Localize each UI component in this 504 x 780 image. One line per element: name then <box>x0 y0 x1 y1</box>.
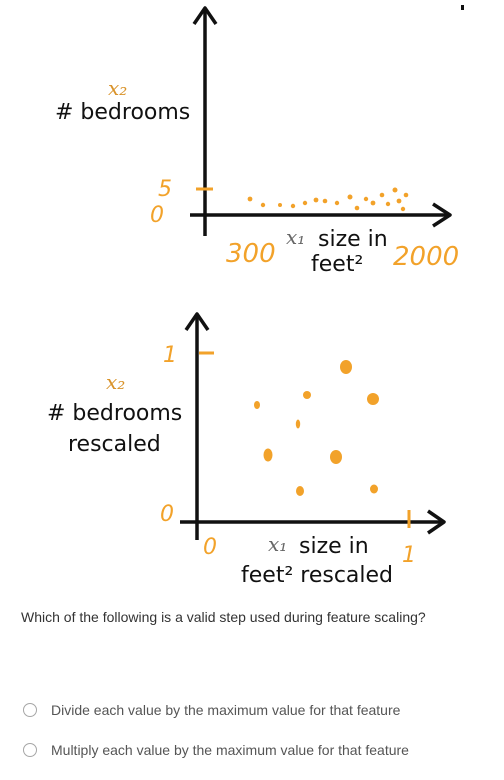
bottom-point <box>303 391 311 399</box>
option-label-multiply: Multiply each value by the maximum value… <box>51 742 409 758</box>
top-point <box>392 187 398 193</box>
top-x-label-line1: size in <box>318 227 388 252</box>
bottom-point <box>370 484 378 494</box>
top-point <box>370 200 376 206</box>
bottom-data-points <box>254 360 379 496</box>
radio-button-divide[interactable] <box>23 703 37 717</box>
bottom-x-tick-label-0: 0 <box>203 535 217 560</box>
question-text: Which of the following is a valid step u… <box>21 609 426 625</box>
bottom-point <box>330 450 342 464</box>
bottom-point <box>340 360 352 374</box>
option-label-divide: Divide each value by the maximum value f… <box>51 702 401 718</box>
top-point <box>322 198 328 204</box>
top-y-arrowhead <box>192 6 218 25</box>
top-point <box>379 192 385 198</box>
feature-scaling-figure: 5 0 x₂ # bedrooms <box>47 6 459 588</box>
bottom-x-tick-label-1: 1 <box>402 543 416 568</box>
top-point <box>385 201 391 207</box>
top-x-arrowhead <box>432 202 452 228</box>
bottom-y-label-line2: rescaled <box>68 432 161 457</box>
top-point <box>247 196 253 202</box>
answer-options: Divide each value by the maximum value f… <box>23 700 409 780</box>
bottom-x-label-line2: feet² rescaled <box>241 563 393 588</box>
radio-button-multiply[interactable] <box>23 743 37 757</box>
top-x-variable: x₁ <box>286 225 305 249</box>
bottom-x-arrowhead <box>427 509 446 535</box>
feature-scaling-svg: 5 0 x₂ # bedrooms <box>47 6 459 588</box>
top-point <box>403 192 409 198</box>
top-point <box>334 200 340 206</box>
top-point <box>400 206 406 212</box>
option-divide[interactable]: Divide each value by the maximum value f… <box>23 700 409 720</box>
top-x-tick-label-min: 300 <box>226 239 276 269</box>
top-point <box>347 194 353 200</box>
top-y-tick-label-0: 0 <box>150 203 164 228</box>
bottom-y-label-line1: # bedrooms <box>47 401 182 426</box>
top-point <box>313 197 319 203</box>
top-point <box>363 196 369 202</box>
top-point <box>302 200 308 206</box>
top-y-label: # bedrooms <box>55 100 190 125</box>
bottom-y-arrowhead <box>184 312 210 331</box>
top-y-tick-label-5: 5 <box>158 177 172 202</box>
top-x-label-line2: feet² <box>311 252 363 277</box>
bottom-y-tick-label-0: 0 <box>160 502 174 527</box>
bottom-point <box>254 401 260 409</box>
bottom-plot: 1 0 x₂ # bedrooms rescaled 0 x <box>47 312 446 588</box>
top-point <box>260 202 266 208</box>
top-data-points <box>247 187 409 212</box>
top-y-variable: x₂ <box>108 76 127 100</box>
bottom-point <box>295 419 301 429</box>
bottom-x-variable: x₁ <box>268 532 287 556</box>
bottom-y-tick-label-1: 1 <box>163 343 177 368</box>
corner-mark <box>461 5 464 10</box>
top-plot: 5 0 x₂ # bedrooms <box>55 6 459 277</box>
bottom-point <box>367 393 379 405</box>
top-point <box>290 203 296 209</box>
top-point <box>354 205 360 211</box>
top-point <box>278 203 282 207</box>
top-x-tick-label-max: 2000 <box>393 242 459 272</box>
bottom-point <box>263 448 273 462</box>
bottom-point <box>296 486 304 496</box>
bottom-y-variable: x₂ <box>106 370 125 394</box>
top-point <box>396 198 402 204</box>
bottom-x-label-line1: size in <box>299 534 369 559</box>
option-multiply[interactable]: Multiply each value by the maximum value… <box>23 740 409 760</box>
